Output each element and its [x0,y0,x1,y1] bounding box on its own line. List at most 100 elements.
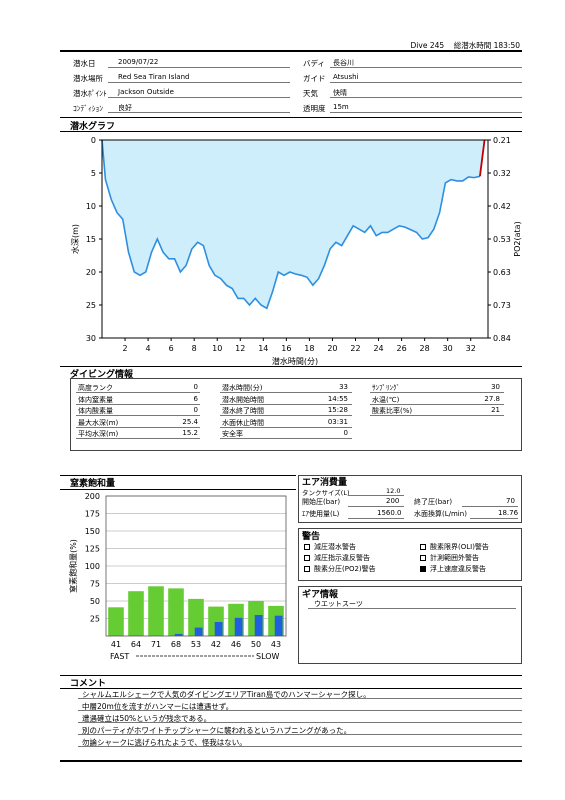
air-tank-label: タンクサイズ(L) [302,489,350,497]
diving-info-value: 0 [193,383,198,391]
warning-ascent-rate: 浮上速度違反警告 [420,564,486,574]
y-tick-label-right: 0.32 [493,169,511,178]
air-end-value: 70 [506,497,515,505]
info-label-buddy: バディ [303,59,325,68]
n2-x-label: 42 [211,640,221,649]
n2-y-tick-label: 175 [85,510,100,519]
gear-value: ウエットスーツ [314,600,363,608]
dive-header: Dive 245 総潜水時間 183:50 [411,40,520,51]
diving-info-value: 14:55 [327,394,348,403]
diving-info-label: 潜水終了時間 [222,407,264,415]
dive-graph-title: 潜水グラフ [70,122,116,132]
air-rate-label: 水面換算(L/min) [414,510,467,518]
n2-y-tick-label: 200 [85,492,100,501]
n2-bar-inner [234,617,243,636]
dive-area-fill [102,140,488,309]
total-time: 183:50 [493,41,520,50]
n2-x-label: 41 [111,640,121,649]
warning-po2: 酸素分圧(PO2)警告 [304,564,376,574]
n2-plot-frame [105,495,287,637]
n2-y-tick-label: 125 [85,545,100,554]
n2-bar-inner [194,627,203,636]
diving-info-value: 0 [193,406,198,414]
air-start-value: 200 [386,497,400,505]
y-tick-label-left: 5 [91,169,96,178]
diving-info-value: 15:28 [327,406,348,414]
comment-title: コメント [70,679,107,689]
y-tick-label-left: 0 [91,136,96,145]
x-tick-label: 16 [281,344,291,353]
diving-info-value: 6 [193,394,198,403]
x-tick-label: 2 [122,344,127,353]
warnings-box [298,528,522,581]
diving-info-label: 平均水深(m) [78,430,119,438]
n2-bar [188,598,204,636]
diving-info-label: 潜水開始時間 [222,395,264,404]
info-value-condition: 良好 [118,104,132,112]
y-tick-label-left: 30 [86,334,96,343]
x-tick-label: 20 [327,344,337,353]
y-tick-label-right: 0.53 [493,235,511,244]
x-tick-label: 22 [350,344,360,353]
comment-line: 別のパーティがホワイトチップシャークに襲われるというハプニングがあった。 [82,726,352,735]
y-tick-label-right: 0.42 [493,202,511,211]
diving-info-value: 30 [491,383,500,391]
comment-line: 中層20m位を流すがハンマーには遭遇せず。 [82,702,234,711]
diving-info-value: 15.2 [182,429,198,437]
n2-x-label: 50 [251,640,261,649]
checkbox-checked-icon [420,566,426,572]
air-title: エア消費量 [302,478,348,488]
y-tick-label-right: 0.21 [493,136,511,145]
comment-line: 遭遇確立は50%というが残念である。 [82,714,212,723]
y-axis-label-left: 水深(m) [70,224,80,254]
y-tick-label-left: 10 [86,202,96,211]
n2-fast-label: FAST [110,652,129,661]
n2-bar [148,586,164,636]
x-tick-label: 4 [146,344,151,353]
n2-bar-inner [274,615,283,636]
n2-y-tick-label: 75 [90,580,100,589]
n2-x-label: 71 [151,640,161,649]
checkbox-icon [304,566,310,572]
info-value-point: Jackson Outside [118,88,174,96]
y-tick-label-left: 25 [86,301,96,310]
warning-oxygen-limit: 酸素限界(OLI)警告 [420,542,489,552]
n2-x-label: 68 [171,640,181,649]
x-tick-label: 14 [258,344,268,353]
info-label-place: 潜水場所 [73,74,103,83]
diving-info-label: 高度ランク [78,384,113,392]
diving-info-label: 最大水深(m) [78,418,119,427]
warnings-title: 警告 [302,532,321,542]
n2-bar-inner [254,615,263,636]
n2-y-tick-label: 100 [85,562,100,571]
info-label-visibility: 透明度 [303,104,326,113]
info-value-guide: Atsushi [333,73,359,81]
info-label-date: 潜水日 [73,59,96,68]
x-tick-label: 6 [169,344,174,353]
warning-out-of-range: 計測範囲外警告 [420,553,479,563]
diving-info-value: 21 [491,406,500,414]
x-tick-label: 24 [373,344,383,353]
y-tick-label-right: 0.84 [493,334,511,343]
info-value-visibility: 15m [333,103,349,111]
info-label-guide: ガイド [303,74,326,83]
info-value-place: Red Sea Tiran Island [118,73,190,81]
n2-bar [128,591,144,636]
info-value-date: 2009/07/22 [118,58,159,66]
diving-info-label: 酸素比率(%) [372,407,413,415]
dive-profile-line [101,139,481,310]
y-axis-label-right: PO2(ata) [513,221,522,256]
diving-info-label: ｻﾝﾌﾟﾘﾝｸﾞ [372,384,400,392]
nitrogen-chart: 200 175 150 125 100 75 50 25 41 64 71 68 53 42 46 50 43 窒… [68,492,287,661]
n2-y-tick-label: 25 [90,615,100,624]
diving-info-value: 27.8 [484,394,500,403]
air-box [298,475,522,523]
y-tick-label-right: 0.63 [493,268,511,277]
n2-y-axis-label: 窒素飽和量(%) [68,539,78,593]
x-tick-label: 10 [212,344,222,353]
x-tick-label: 12 [235,344,245,353]
air-start-label: 開始圧(bar) [302,498,341,506]
info-value-weather: 快晴 [333,89,347,97]
n2-x-label: 43 [271,640,281,649]
ascent-violation-line [479,139,486,177]
